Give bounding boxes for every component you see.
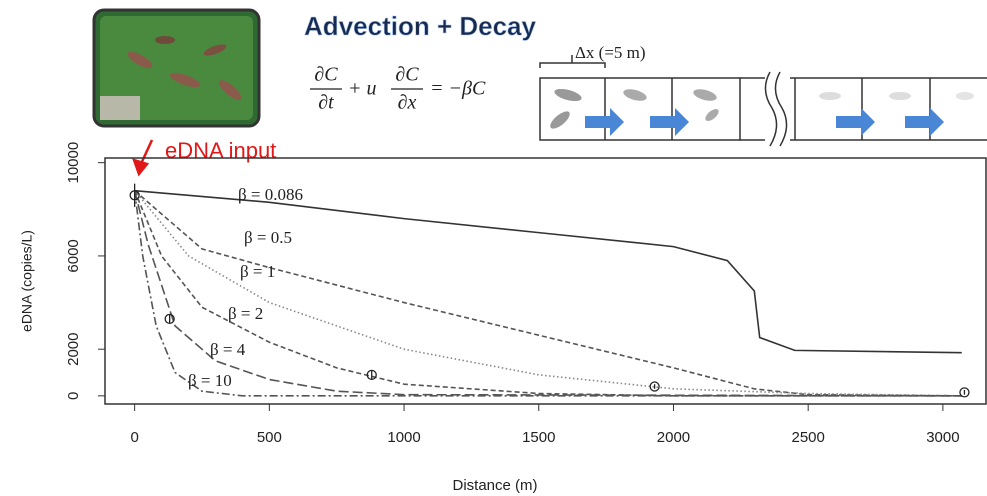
fish-photo [92,8,261,128]
cell-diagram [539,55,987,147]
equation: ∂C ∂t + u ∂C ∂x = −βC [310,64,486,114]
eq-term: + u [348,78,377,100]
series-label: β = 0.086 [238,185,303,204]
y-tick-label: 2000 [65,333,82,366]
series-line [134,189,962,354]
x-tick-label: 1500 [522,429,555,446]
observed-point [959,387,970,398]
observed-point [649,381,660,392]
eq-term: ∂C [314,64,338,86]
plot-frame [104,157,987,405]
x-tick-label: 2000 [657,429,690,446]
y-tick-label: 0 [65,392,82,400]
series-line [133,190,962,397]
x-tick-label: 2500 [791,429,824,446]
series-label: β = 10 [188,371,232,390]
series-label: β = 4 [210,340,246,359]
flow-arrows [585,108,944,136]
series-line [133,190,962,397]
series-label: β = 0.5 [244,228,292,247]
x-tick-label: 3000 [926,429,959,446]
observed-point [366,369,377,381]
y-axis-label: eDNA (copies/L) [19,230,35,332]
y-tick-label: 6000 [65,239,82,272]
observed-point [129,190,140,201]
series-label: β = 2 [228,304,263,323]
eq-term: ∂C [395,64,419,86]
series-line [134,190,962,397]
input-arrow [131,139,154,177]
y-tick-label: 10000 [65,142,82,184]
eq-term: ∂x [398,92,417,114]
annotation: eDNA input [165,138,276,163]
x-axis-label: Distance (m) [452,477,537,494]
x-tick-label: 0 [130,429,138,446]
x-tick-label: 1000 [387,429,420,446]
eq-term: ∂t [318,92,334,114]
observed-point [164,313,175,325]
eq-term: = −βC [430,78,486,100]
fish-icons [550,88,974,129]
cell-label: Δx (=5 m) [575,43,646,62]
series-label: β = 1 [240,262,275,281]
title: Advection + Decay [304,11,536,41]
x-tick-label: 500 [257,429,282,446]
series-line [134,190,962,397]
series-line [133,190,962,397]
